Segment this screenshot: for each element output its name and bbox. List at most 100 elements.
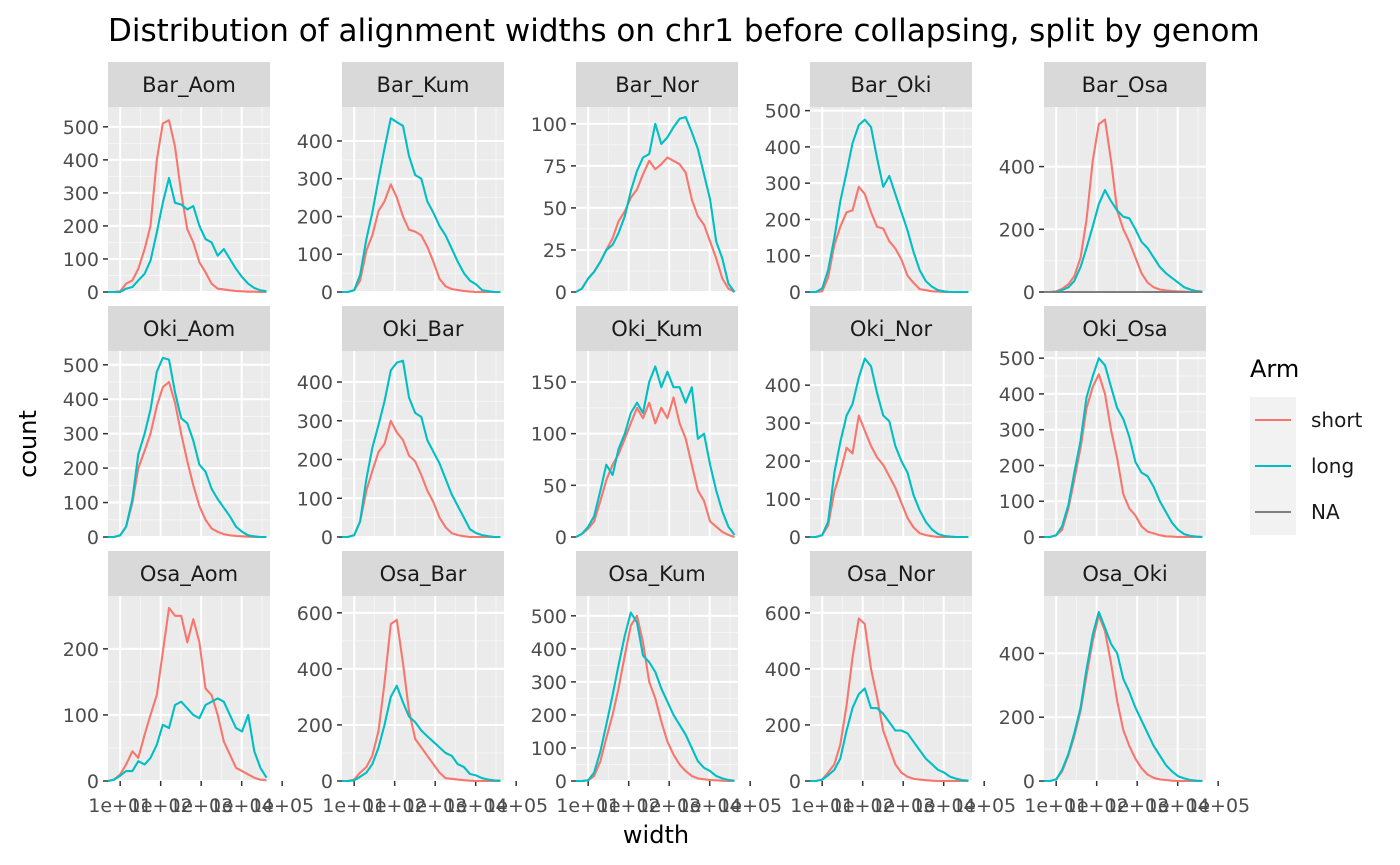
series-line-short xyxy=(108,119,267,294)
legend-label: long xyxy=(1311,454,1354,478)
y-tick-label: 0 xyxy=(1023,771,1035,793)
x-axis-title: width xyxy=(623,821,689,849)
y-tick-label: 400 xyxy=(765,137,801,159)
y-tick-label: 400 xyxy=(63,150,99,172)
y-tick-label: 100 xyxy=(297,244,333,266)
x-tick-label: 1e+01 xyxy=(556,795,620,817)
facet-strip-label: Bar_Oki xyxy=(851,73,932,98)
y-tick-label: 600 xyxy=(765,603,801,625)
facet-strip xyxy=(342,62,504,107)
y-tick-label: 50 xyxy=(543,198,567,220)
x-tick-label: 1e+03 xyxy=(871,795,935,817)
x-tick-label: 1e+04 xyxy=(678,795,742,817)
series-line-long xyxy=(1044,610,1203,783)
y-tick-label: 100 xyxy=(999,491,1035,513)
facet-strip-label: Bar_Aom xyxy=(142,73,236,98)
facet-panel-Bar_Nor: Bar_Nor 0 25 50 75 100 xyxy=(531,62,738,304)
y-tick-label: 400 xyxy=(999,157,1035,179)
facet-panel-Osa_Bar: Osa_Bar 0 200 400 600 1e+011e+021e+031e+041e+… xyxy=(297,551,548,817)
y-tick-label: 500 xyxy=(765,101,801,123)
panel-background xyxy=(576,107,738,292)
x-tick-label: 1e+02 xyxy=(831,795,895,817)
y-tick-label: 0 xyxy=(1023,282,1035,304)
y-tick-label: 300 xyxy=(297,169,333,191)
y-tick-label: 300 xyxy=(63,183,99,205)
y-tick-label: 100 xyxy=(63,705,99,727)
y-tick-label: 200 xyxy=(765,451,801,473)
y-tick-label: 200 xyxy=(999,707,1035,729)
facet-strip xyxy=(108,551,270,596)
y-tick-label: 200 xyxy=(765,209,801,231)
facet-strip-label: Oki_Kum xyxy=(611,317,703,342)
facet-strip-label: Oki_Aom xyxy=(143,317,235,342)
series-line-short xyxy=(342,419,501,539)
panel-background xyxy=(1044,107,1206,292)
x-tick-label: 1e+04 xyxy=(912,795,976,817)
x-tick-label: 1e+04 xyxy=(444,795,508,817)
y-tick-label: 200 xyxy=(297,206,333,228)
series-line-long xyxy=(342,117,501,294)
y-tick-label: 0 xyxy=(87,282,99,304)
y-tick-label: 0 xyxy=(789,282,801,304)
facet-strip xyxy=(1044,551,1206,596)
y-tick-label: 150 xyxy=(531,372,567,394)
y-tick-label: 200 xyxy=(63,458,99,480)
x-tick-label: 1e+02 xyxy=(129,795,193,817)
series-line-short xyxy=(810,617,969,783)
panel-background xyxy=(1044,351,1206,537)
series-line-long xyxy=(575,116,736,293)
y-tick-label: 0 xyxy=(321,771,333,793)
x-tick-label: 1e+01 xyxy=(88,795,152,817)
facet-panel-Oki_Osa: Oki_Osa 0 100 200 300 400 500 xyxy=(999,306,1206,549)
panel-background xyxy=(810,351,972,537)
y-tick-label: 0 xyxy=(555,771,567,793)
y-tick-label: 50 xyxy=(543,475,567,497)
x-tick-label: 1e+05 xyxy=(952,795,1016,817)
facet-panels: Bar_Aom0100200300400500Bar_Kum0100200300… xyxy=(63,62,1250,817)
y-tick-label: 300 xyxy=(999,420,1035,442)
series-line-long xyxy=(108,356,267,539)
y-tick-label: 400 xyxy=(63,389,99,411)
facet-panel-Oki_Bar: Oki_Bar 0 100 200 300 400 xyxy=(297,306,504,549)
facet-strip-label: Osa_Aom xyxy=(140,562,238,587)
y-tick-label: 100 xyxy=(765,489,801,511)
facet-strip xyxy=(108,306,270,351)
series-line-long xyxy=(810,357,969,539)
x-tick-label: 1e+05 xyxy=(1186,795,1250,817)
y-tick-label: 0 xyxy=(321,527,333,549)
x-tick-label: 1e+03 xyxy=(637,795,701,817)
panel-background xyxy=(108,596,270,781)
y-tick-label: 200 xyxy=(63,216,99,238)
y-tick-label: 200 xyxy=(765,715,801,737)
y-tick-label: 300 xyxy=(765,413,801,435)
y-tick-label: 0 xyxy=(1023,527,1035,549)
y-tick-label: 400 xyxy=(297,131,333,153)
y-tick-label: 300 xyxy=(765,173,801,195)
y-tick-label: 100 xyxy=(531,738,567,760)
facet-strip xyxy=(108,62,270,107)
y-tick-label: 300 xyxy=(63,424,99,446)
x-tick-label: 1e+01 xyxy=(790,795,854,817)
x-tick-label: 1e+04 xyxy=(210,795,274,817)
y-tick-label: 0 xyxy=(321,282,333,304)
y-tick-label: 400 xyxy=(531,639,567,661)
facet-strip-label: Osa_Bar xyxy=(380,562,467,587)
x-tick-label: 1e+04 xyxy=(1146,795,1210,817)
facet-strip xyxy=(1044,62,1206,107)
y-tick-label: 500 xyxy=(999,348,1035,370)
facet-strip-label: Bar_Kum xyxy=(377,73,470,98)
series-line-long xyxy=(1044,189,1203,294)
y-tick-label: 0 xyxy=(87,527,99,549)
facet-strip-label: Oki_Osa xyxy=(1082,317,1167,342)
y-tick-label: 200 xyxy=(999,455,1035,477)
y-tick-label: 300 xyxy=(297,411,333,433)
facet-strip-label: Osa_Oki xyxy=(1082,562,1167,587)
y-tick-label: 100 xyxy=(63,493,99,515)
facet-strip xyxy=(342,306,504,351)
facet-panel-Osa_Nor: Osa_Nor 0 200 400 600 1e+011e+021e+031e+041e+… xyxy=(765,551,1016,817)
y-tick-label: 300 xyxy=(531,672,567,694)
y-tick-label: 500 xyxy=(531,606,567,628)
series-line-short xyxy=(107,606,267,783)
